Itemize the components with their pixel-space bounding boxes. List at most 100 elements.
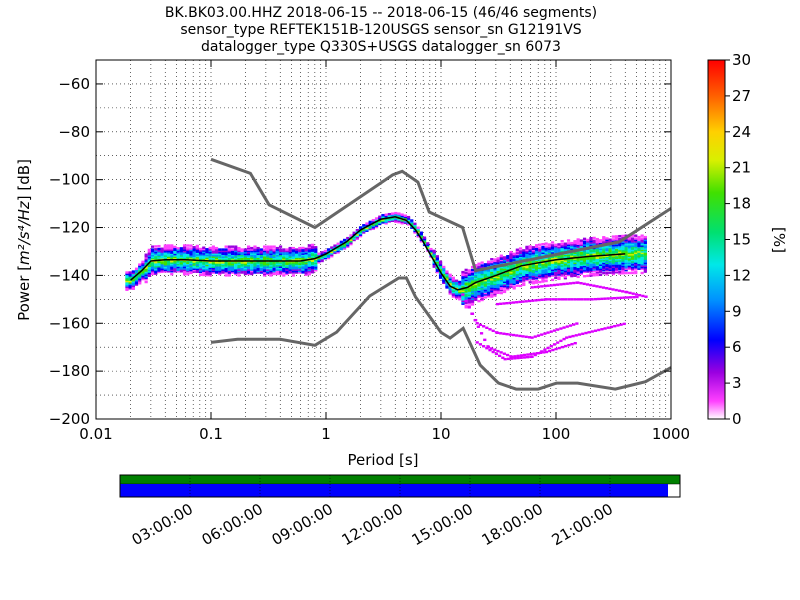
heatmap-cell	[144, 269, 148, 272]
heatmap-cell	[582, 262, 587, 265]
heatmap-cell	[192, 250, 196, 253]
heatmap-cell	[230, 265, 235, 268]
heatmap-cell	[205, 249, 209, 252]
heatmap-cell	[544, 265, 548, 268]
heatmap-cell	[406, 217, 411, 220]
heatmap-cell	[262, 251, 267, 254]
heatmap-cell	[570, 247, 574, 251]
heatmap-cell	[163, 253, 167, 256]
heatmap-cell	[176, 270, 180, 273]
heatmap-cell	[605, 240, 609, 243]
heatmap-cell	[211, 248, 215, 251]
heatmap-cell	[493, 285, 497, 289]
heatmap-cell	[243, 262, 247, 266]
heatmap-cell	[368, 227, 372, 231]
heatmap-cell	[170, 244, 174, 247]
heatmap-cell	[272, 251, 276, 254]
heatmap-cell	[227, 252, 231, 256]
heatmap-cell	[144, 263, 148, 267]
heatmap-cell	[304, 264, 308, 268]
heatmap-cell	[243, 272, 247, 276]
heatmap-cell	[374, 225, 379, 229]
heatmap-cell	[461, 288, 465, 291]
heatmap-cell	[595, 262, 599, 265]
heatmap-cell	[291, 255, 295, 258]
heatmap-cell	[208, 258, 212, 261]
heatmap-cell	[358, 226, 363, 229]
heatmap-cell	[253, 265, 257, 268]
heatmap-cell	[253, 256, 257, 260]
heatmap-cell	[598, 266, 603, 269]
heatmap-cell	[176, 265, 180, 269]
heatmap-cell	[568, 335, 572, 339]
heatmap-cell	[182, 268, 187, 272]
heatmap-cell	[134, 270, 139, 273]
heatmap-cell	[634, 263, 638, 266]
heatmap-cell	[346, 241, 350, 244]
heatmap-cell	[218, 262, 222, 266]
heatmap-cell	[602, 236, 606, 239]
heatmap-cell	[150, 255, 155, 258]
heatmap-cell	[250, 246, 254, 250]
heatmap-cell	[630, 241, 635, 245]
heatmap-cell	[567, 298, 571, 301]
heatmap-cell	[461, 296, 465, 300]
heatmap-cell	[643, 247, 647, 250]
heatmap-cell	[598, 265, 603, 268]
heatmap-cell	[285, 258, 289, 261]
heatmap-cell	[480, 294, 484, 297]
heatmap-cell	[493, 281, 497, 284]
heatmap-cell	[189, 248, 193, 252]
heatmap-cell	[572, 281, 576, 285]
heatmap-cell	[272, 267, 276, 270]
heatmap-cell	[477, 275, 481, 278]
heatmap-cell	[643, 250, 647, 253]
heatmap-cell	[195, 250, 199, 253]
heatmap-cell	[442, 281, 446, 285]
heatmap-cell	[582, 241, 587, 245]
heatmap-cell	[474, 292, 478, 296]
heatmap-cell	[314, 253, 318, 256]
x-tick-label: 0.1	[199, 425, 223, 443]
heatmap-cell	[538, 252, 542, 255]
heatmap-cell	[445, 271, 449, 275]
heatmap-cell	[589, 264, 593, 267]
heatmap-cell	[301, 251, 305, 254]
heatmap-cell	[125, 271, 129, 274]
heatmap-cell	[128, 275, 132, 279]
heatmap-cell	[304, 249, 308, 252]
heatmap-cell	[506, 279, 510, 282]
heatmap-cell	[528, 246, 532, 250]
heatmap-cell	[269, 248, 273, 251]
heatmap-cell	[224, 262, 228, 266]
heatmap-cell	[451, 282, 455, 285]
heatmap-cell	[611, 262, 615, 266]
heatmap-cell	[278, 254, 283, 257]
heatmap-cell	[128, 282, 132, 286]
heatmap-cell	[243, 256, 247, 260]
heatmap-cell	[477, 288, 481, 291]
heatmap-cell	[422, 236, 427, 239]
heatmap-cell	[237, 261, 241, 264]
heatmap-cell	[352, 233, 356, 236]
heatmap-cell	[634, 253, 638, 256]
heatmap-cell	[365, 229, 369, 232]
heatmap-cell	[502, 283, 507, 286]
heatmap-cell	[362, 231, 366, 234]
heatmap-cell	[323, 255, 327, 258]
heatmap-cell	[259, 256, 263, 260]
heatmap-cell	[522, 266, 526, 269]
heatmap-cell	[246, 261, 251, 264]
heatmap-cell	[141, 264, 145, 268]
heatmap-cell	[166, 245, 171, 249]
heatmap-cell	[173, 252, 177, 256]
heatmap-cell	[173, 257, 177, 260]
heatmap-cell	[589, 249, 593, 253]
heatmap-cell	[595, 272, 599, 275]
heatmap-cell	[538, 276, 542, 279]
heatmap-cell	[336, 244, 340, 247]
heatmap-cell	[253, 252, 257, 256]
heatmap-cell	[243, 249, 247, 253]
heatmap-cell	[266, 255, 270, 258]
heatmap-cell	[179, 251, 183, 254]
